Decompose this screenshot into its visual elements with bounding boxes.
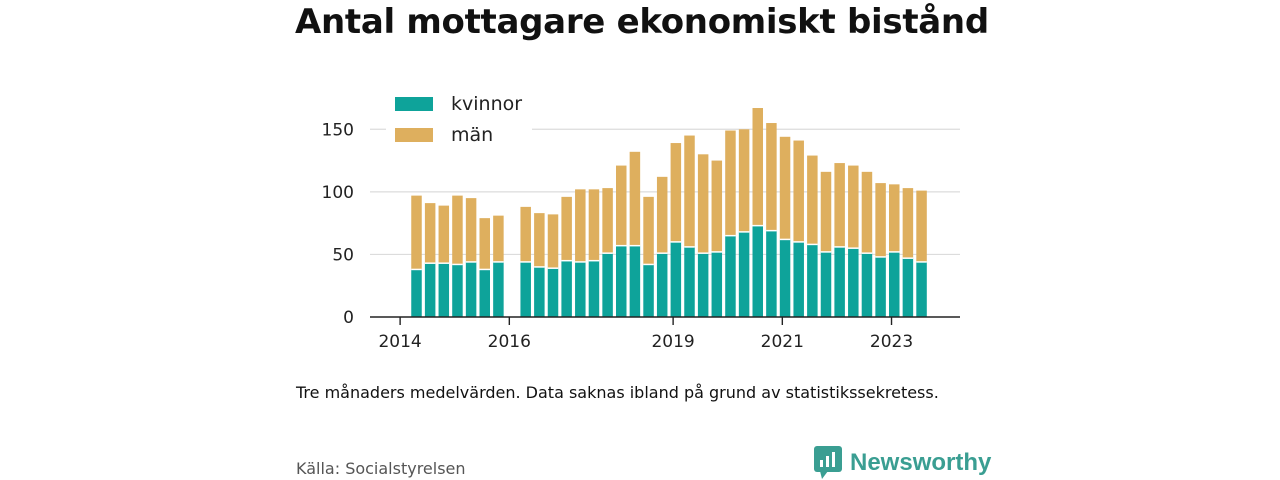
bar-kvinnor [861,253,873,317]
bar-man [848,165,859,249]
bar-man [656,176,668,254]
y-tick-label: 50 [332,245,354,265]
bar-man [684,135,695,247]
source-credit: Källa: Socialstyrelsen [296,459,466,478]
x-tick-label: 2014 [378,332,421,352]
bar-kvinnor [547,268,559,317]
legend-label: män [451,124,493,146]
axes: 0 50 100 150 2014 2016 2019 2021 2023 [322,120,960,352]
bar-man [697,154,709,254]
bar-kvinnor [684,246,695,317]
bar-kvinnor [588,260,600,317]
bar-kvinnor [411,269,422,317]
bar-man [547,214,559,269]
bar-man [424,203,436,264]
bar-man [807,155,818,245]
bar-man [711,160,723,252]
bar-man [725,130,736,236]
bar-kvinnor [465,261,477,317]
bar-kvinnor [902,258,914,317]
bar-man [452,195,463,265]
bar-kvinnor [889,251,900,317]
bar-kvinnor [793,241,804,317]
bar-man [738,129,750,232]
legend-swatch [395,97,433,111]
bar-kvinnor [602,253,613,317]
bar-kvinnor [834,246,845,317]
bar-kvinnor [629,245,641,317]
bar-man [916,190,927,262]
bar-man [479,218,490,270]
bar-man [465,198,477,262]
bar-kvinnor [479,269,490,317]
chart-title: Antal mottagare ekonomiskt bistånd [295,2,989,42]
bar-kvinnor [561,260,572,317]
x-tick-label: 2023 [870,332,913,352]
bar-man [493,215,504,262]
bar-man [616,165,627,246]
x-tick-label: 2019 [651,332,694,352]
bar-kvinnor [643,264,654,317]
bar-kvinnor [807,244,818,317]
chart-note: Tre månaders medelvärden. Data saknas ib… [296,383,939,402]
bar-man [670,143,682,242]
bar-man [438,205,450,264]
bar-kvinnor [697,253,709,317]
x-tick-label: 2021 [761,332,804,352]
bar-kvinnor [424,263,436,317]
bar-kvinnor [656,253,668,317]
bar-man [602,188,613,254]
bar-man [793,140,804,242]
bar-kvinnor [534,266,545,317]
legend: kvinnor män [386,90,532,148]
y-tick-label: 150 [322,120,354,140]
stacked-bar-chart: 0 50 100 150 2014 2016 2019 2021 2023 kvinnor män [321,90,960,352]
bars [411,108,927,317]
bar-kvinnor [725,235,736,317]
bar-man [588,189,600,261]
bar-kvinnor [616,245,627,317]
y-tick-label: 0 [343,308,354,328]
bar-kvinnor [670,241,682,317]
bar-kvinnor [779,239,791,317]
bar-man [875,183,886,257]
bar-chart-speech-icon [814,446,842,479]
bar-kvinnor [820,251,832,317]
bar-man [752,108,763,226]
bar-kvinnor [575,261,586,317]
bar-man [520,206,531,262]
bar-man [766,123,777,231]
bar-man [561,196,572,261]
bar-man [534,213,545,267]
y-tick-label: 100 [322,183,354,203]
bar-kvinnor [493,261,504,317]
newsworthy-logo[interactable]: Newsworthy [814,446,991,480]
bar-kvinnor [711,251,723,317]
bar-man [575,189,586,262]
x-tick-label: 2016 [488,332,531,352]
bar-kvinnor [848,248,859,317]
bar-man [889,184,900,252]
bar-kvinnor [738,231,750,317]
bar-man [411,195,422,270]
bar-man [820,171,832,252]
bar-kvinnor [520,261,531,317]
bar-kvinnor [766,230,777,317]
legend-swatch [395,128,433,142]
bar-man [779,136,791,240]
legend-label: kvinnor [451,93,522,115]
bar-man [629,151,641,246]
bar-kvinnor [452,264,463,317]
bar-man [861,171,873,254]
bar-kvinnor [752,225,763,317]
bar-man [834,163,845,247]
bar-man [643,196,654,265]
brand-name: Newsworthy [850,449,992,476]
bar-kvinnor [438,263,450,317]
bar-kvinnor [916,261,927,317]
bar-man [902,188,914,259]
bar-kvinnor [875,256,886,317]
